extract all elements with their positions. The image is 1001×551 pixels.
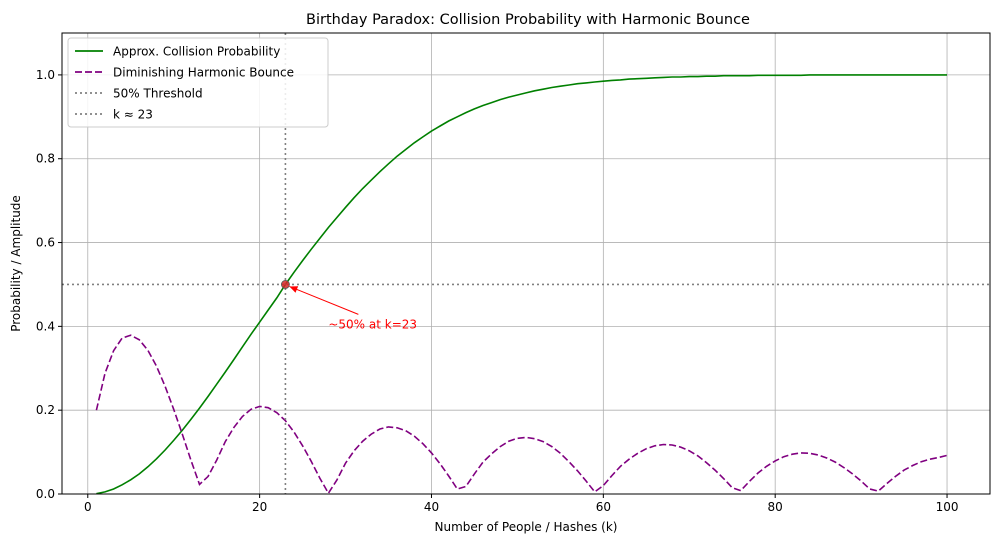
x-tick-label: 0 — [84, 500, 92, 514]
chart-title: Birthday Paradox: Collision Probability … — [306, 12, 750, 28]
legend-box — [67, 37, 329, 128]
x-tick-label: 80 — [768, 500, 783, 514]
y-tick-label: 0.2 — [36, 403, 55, 417]
legend-label: 50% Threshold — [113, 87, 203, 101]
y-tick-label: 0.8 — [36, 152, 55, 166]
x-tick-label: 40 — [424, 500, 439, 514]
highlight-point — [281, 280, 290, 289]
y-tick-label: 0.4 — [36, 319, 55, 333]
y-axis-label: Probability / Amplitude — [9, 195, 23, 332]
annotation-arrowhead — [289, 286, 299, 293]
x-axis-label: Number of People / Hashes (k) — [435, 520, 618, 534]
y-tick-label: 0.6 — [36, 236, 55, 250]
annotation-label: ~50% at k=23 — [328, 317, 417, 331]
x-tick-label: 100 — [936, 500, 959, 514]
collision-probability-line — [96, 74, 947, 495]
x-tick-label: 20 — [252, 500, 267, 514]
legend-label: Approx. Collision Probability — [113, 45, 280, 59]
x-tick-label: 60 — [596, 500, 611, 514]
legend-label: k ≈ 23 — [113, 108, 153, 122]
legend: Approx. Collision Probability Diminishing… — [67, 37, 329, 128]
axes-frame — [61, 32, 991, 495]
ticks: 0 20 40 60 80 100 0.0 0.2 0.4 0.6 0.8 1.0 — [36, 68, 959, 514]
y-tick-label: 0.0 — [36, 487, 55, 501]
annotation-arrow — [289, 285, 359, 315]
y-tick-label: 1.0 — [36, 68, 55, 82]
harmonic-bounce-line — [95, 334, 948, 495]
legend-label: Diminishing Harmonic Bounce — [113, 66, 294, 80]
